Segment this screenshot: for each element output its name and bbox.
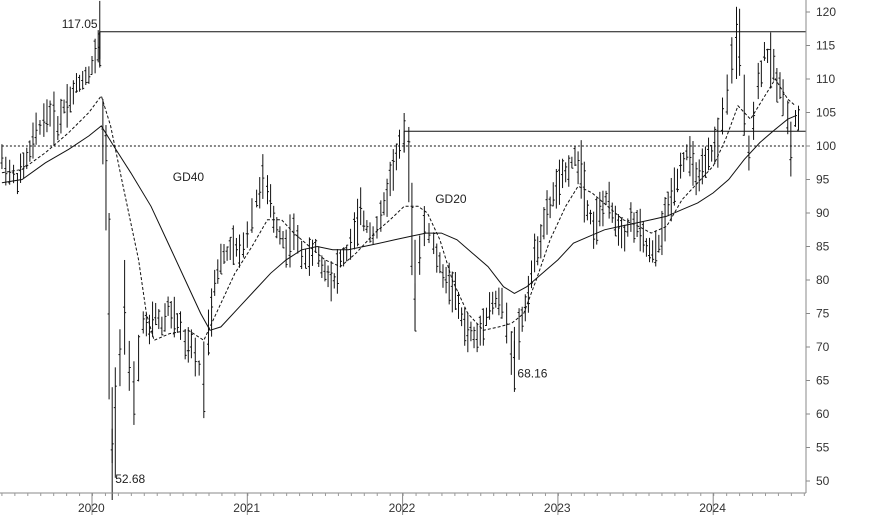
annotation-gd40: GD40 [173, 170, 205, 184]
annotation-gd20: GD20 [435, 192, 467, 206]
y-tick-label: 65 [816, 374, 830, 388]
x-tick-label: 2023 [544, 501, 571, 515]
y-tick-label: 110 [816, 72, 835, 86]
y-tick-label: 75 [816, 307, 830, 321]
y-tick-label: 95 [816, 173, 830, 187]
y-tick-label: 105 [816, 106, 836, 120]
y-tick-label: 50 [816, 474, 830, 488]
y-tick-label: 60 [816, 407, 830, 421]
annotations: 117.05 52.68 68.16 GD40 GD20 [62, 17, 548, 486]
y-tick-label: 100 [816, 139, 836, 153]
moving-average-gd20 [1, 78, 796, 342]
y-tick-label: 80 [816, 273, 830, 287]
y-tick-label: 90 [816, 206, 830, 220]
moving-average-lines [1, 78, 796, 342]
y-axis: 50 55 60 65 70 75 80 85 90 95 100 105 110 115 120 [805, 0, 836, 493]
y-tick-label: 55 [816, 441, 830, 455]
x-tick-label: 2024 [699, 501, 726, 515]
y-tick-label: 85 [816, 240, 830, 254]
x-tick-label: 2022 [389, 501, 416, 515]
y-tick-label: 115 [816, 39, 835, 53]
x-tick-label: 2020 [78, 501, 105, 515]
y-tick-label: 70 [816, 340, 830, 354]
annotation-52-68: 52.68 [115, 472, 145, 486]
y-tick-label: 120 [816, 5, 836, 19]
x-tick-label: 2021 [233, 501, 260, 515]
price-bars [0, 0, 801, 500]
annotation-68-16: 68.16 [517, 366, 547, 380]
annotation-117-05: 117.05 [62, 17, 98, 31]
moving-average-gd40 [1, 115, 796, 331]
x-axis: 2020 2021 2022 2023 2024 [0, 492, 806, 515]
